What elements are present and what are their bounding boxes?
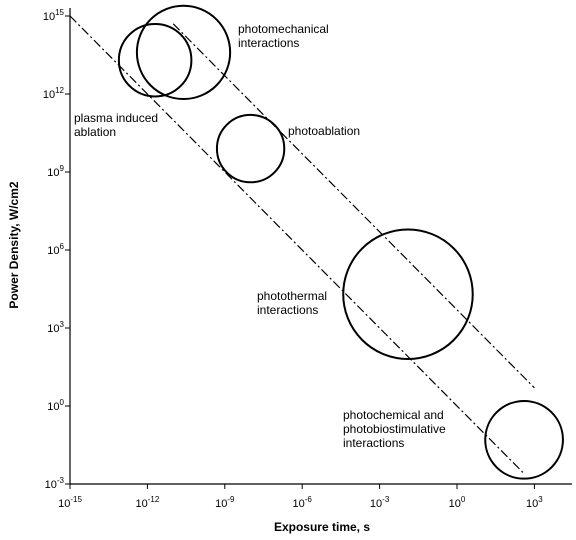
region-circle-1 [117, 22, 193, 98]
x-tick-label: 10-12 [135, 495, 159, 510]
region-label-2: photomechanical interactions [238, 22, 329, 50]
y-tick-label: 100 [47, 398, 64, 413]
region-circle-2 [135, 4, 232, 101]
region-circle-3 [215, 113, 286, 184]
x-tick-label: 103 [526, 495, 543, 510]
x-tick-label: 10-6 [293, 495, 313, 510]
x-tick-label: 10-9 [215, 495, 235, 510]
reference-line-1 [69, 15, 525, 475]
x-axis-ticks: 10-15 10-12 10-9 10-6 10-3 100 103 [58, 484, 543, 510]
region-labels: plasma induced ablation photomechanical int… [74, 22, 446, 450]
x-tick-label: 100 [449, 495, 466, 510]
region-circle-5 [484, 399, 564, 480]
y-tick-label: 106 [47, 242, 64, 257]
x-axis-title: Exposure time, s [274, 520, 370, 534]
region-label-4: photothermal interactions [257, 289, 327, 317]
axes [69, 8, 572, 485]
y-tick-label: 1015 [43, 8, 65, 23]
y-tick-label: 103 [47, 320, 64, 335]
region-label-3: photoablation [288, 124, 360, 138]
x-tick-label: 10-15 [58, 495, 82, 510]
region-circle-4 [342, 228, 474, 360]
x-tick-label: 10-3 [370, 495, 390, 510]
reference-line-2 [172, 23, 535, 389]
y-tick-label: 109 [47, 164, 64, 179]
y-tick-label: 10-3 [45, 476, 65, 491]
region-label-5: photochemical and photobiostimulative inte… [343, 408, 446, 450]
y-tick-label: 1012 [43, 86, 65, 101]
y-axis-ticks: 10-3 100 103 106 109 1012 1015 [43, 8, 70, 491]
regions [117, 4, 564, 480]
y-axis-title: Power Density, W/cm2 [7, 181, 21, 308]
region-label-1: plasma induced ablation [74, 111, 158, 139]
reference-lines [69, 15, 535, 475]
